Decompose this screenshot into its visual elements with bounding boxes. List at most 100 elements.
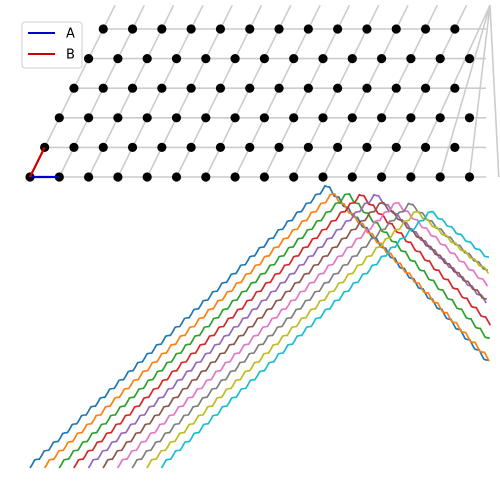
lattice-point (245, 143, 254, 152)
lattice-point (465, 113, 474, 122)
lattice-point (348, 54, 357, 63)
lattice-point (157, 24, 166, 33)
lattice-point (260, 54, 269, 63)
lattice-point (216, 143, 225, 152)
lattice-point (201, 172, 210, 181)
lattice-point (392, 143, 401, 152)
legend-label-b: B (66, 48, 75, 63)
lattice-point (450, 143, 459, 152)
lattice-point (201, 54, 210, 63)
lattice-point (392, 24, 401, 33)
lattice-point (231, 172, 240, 181)
wave-trace (45, 194, 490, 468)
lattice-point (55, 113, 64, 122)
lattice-point (318, 54, 327, 63)
lattice-point (436, 113, 445, 122)
lattice-point (289, 113, 298, 122)
lattice-point (406, 172, 415, 181)
lattice-point (274, 84, 283, 93)
lattice-point (172, 172, 181, 181)
lattice-point (450, 84, 459, 93)
lattice-point (421, 24, 430, 33)
wave-trace (74, 195, 491, 468)
legend: A B (22, 22, 82, 68)
lattice-point (348, 113, 357, 122)
grid-slant-line (490, 5, 499, 177)
lattice-point (274, 24, 283, 33)
lattice-point (333, 143, 342, 152)
lattice-point (362, 143, 371, 152)
lattice-point (333, 24, 342, 33)
lattice-point (128, 143, 137, 152)
lattice-point (436, 172, 445, 181)
lattice-point (201, 113, 210, 122)
lattice-point (231, 54, 240, 63)
lattice-point (84, 54, 93, 63)
wave-trace (30, 186, 489, 468)
legend-label-a: A (66, 27, 75, 42)
lattice-point (348, 172, 357, 181)
lattice-point (157, 84, 166, 93)
lattice-point (172, 113, 181, 122)
lattice-point (172, 54, 181, 63)
grid-slant-line (440, 5, 490, 177)
lattice-point (465, 172, 474, 181)
lattice-point (99, 84, 108, 93)
lattice-point (260, 113, 269, 122)
lattice-point (318, 113, 327, 122)
lattice-point (421, 84, 430, 93)
lattice-point (216, 84, 225, 93)
lattice-point (99, 24, 108, 33)
lattice-point (113, 54, 122, 63)
lattice-point (143, 172, 152, 181)
lattice-point (465, 54, 474, 63)
lattice-point (304, 24, 313, 33)
lattice-point (143, 54, 152, 63)
lattice-point (392, 84, 401, 93)
lattice-point (377, 172, 386, 181)
lattice-point (406, 54, 415, 63)
lattice-point (84, 172, 93, 181)
lattice-point (274, 143, 283, 152)
lattice-point (187, 143, 196, 152)
lattice-point (157, 143, 166, 152)
wave-trace (161, 212, 489, 468)
lattice-point (216, 24, 225, 33)
lattice-point (304, 84, 313, 93)
lattice-point (113, 172, 122, 181)
lattice-point (143, 113, 152, 122)
vector-b (30, 147, 45, 177)
lattice-point (362, 84, 371, 93)
lattice-point (69, 143, 78, 152)
lattice-point (289, 172, 298, 181)
lattice-points (25, 24, 474, 181)
wave-trace (88, 195, 486, 468)
lattice-point (245, 84, 254, 93)
lattice-point (260, 172, 269, 181)
lattice-point (99, 143, 108, 152)
lattice-point (187, 24, 196, 33)
lattice-point (436, 54, 445, 63)
lattice-point (69, 84, 78, 93)
lattice-point (377, 113, 386, 122)
lattice-point (128, 84, 137, 93)
lattice-point (318, 172, 327, 181)
lattice-point (113, 113, 122, 122)
lattice-point (362, 24, 371, 33)
lattice-point (421, 143, 430, 152)
wave-trace (147, 212, 489, 468)
wave-trace (103, 203, 487, 468)
lattice-point (231, 113, 240, 122)
grid-slant-line (470, 5, 491, 177)
lattice-point (450, 24, 459, 33)
lattice-point (406, 113, 415, 122)
lattice-point (333, 84, 342, 93)
lattice-point (289, 54, 298, 63)
lattice-point (128, 24, 137, 33)
lattice-point (377, 54, 386, 63)
lattice-point (245, 24, 254, 33)
lattice-point (187, 84, 196, 93)
lattice-point (304, 143, 313, 152)
lattice-point (84, 113, 93, 122)
